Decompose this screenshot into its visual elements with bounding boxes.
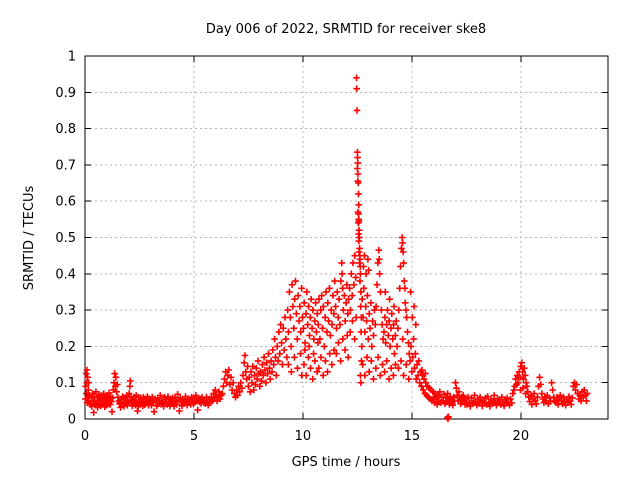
svg-text:0.3: 0.3: [55, 304, 76, 319]
svg-text:15: 15: [404, 429, 421, 444]
y-axis-label: SRMTID / TECUs: [22, 186, 37, 291]
chart-title: Day 006 of 2022, SRMTID for receiver ske…: [206, 22, 486, 37]
svg-text:20: 20: [513, 429, 530, 444]
svg-text:0.8: 0.8: [55, 122, 76, 137]
svg-text:0.9: 0.9: [55, 86, 76, 101]
y-tick-labels: 0 0.1 0.2 0.3 0.4 0.5 0.6 0.7 0.8 0.9 1: [55, 50, 76, 428]
svg-text:1: 1: [68, 50, 76, 65]
svg-text:10: 10: [295, 429, 312, 444]
svg-text:0.5: 0.5: [55, 231, 76, 246]
svg-text:0.4: 0.4: [55, 267, 76, 282]
svg-text:0.2: 0.2: [55, 340, 76, 355]
svg-text:0.6: 0.6: [55, 195, 76, 210]
grid-lines: [84, 55, 608, 420]
svg-text:0.1: 0.1: [55, 376, 76, 391]
svg-text:0: 0: [68, 413, 76, 428]
x-tick-labels: 0 5 10 15 20: [81, 429, 529, 444]
svg-text:0: 0: [81, 429, 89, 444]
x-axis-label: GPS time / hours: [292, 455, 401, 470]
svg-text:0.7: 0.7: [55, 158, 76, 173]
plot-border: [84, 55, 609, 420]
svg-text:5: 5: [190, 429, 198, 444]
data-points: [82, 74, 591, 423]
